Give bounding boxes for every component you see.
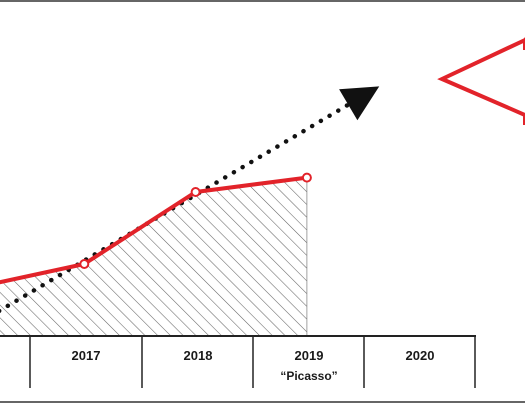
series-point [190,187,201,197]
x-tick-label: 2019 [295,348,324,363]
trend-arrowhead [339,86,380,121]
x-tick-label: 2018 [184,348,213,363]
x-axis: 2017 2018 2019 “Picasso” 2020 [0,335,476,388]
red-arrow-outline-shape [437,37,525,118]
trend-line [0,102,351,314]
x-tick-label: 2017 [72,348,101,363]
hatched-area [0,177,307,336]
hatched-area-layer [0,177,308,336]
trend-layer [0,86,380,314]
series-point [79,259,90,269]
x-tick-label: 2020 [406,348,435,363]
x-tick-sublabel: “Picasso” [280,369,337,383]
series-line [0,175,309,285]
annotation-layer [437,37,525,125]
series-layer [0,172,312,285]
series-point [301,172,312,183]
